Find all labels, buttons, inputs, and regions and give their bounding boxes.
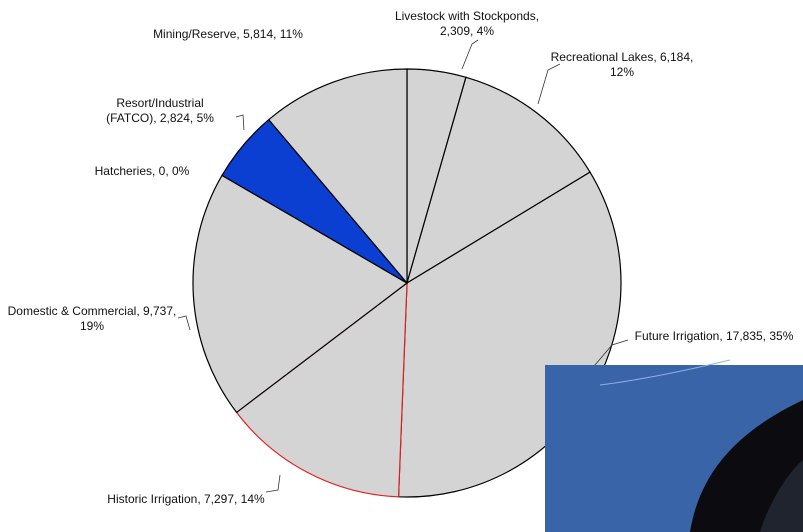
slice-label: Historic Irrigation, 7,297, 14% (107, 492, 265, 506)
slice-label: Livestock with Stockponds, 2,309, 4% (394, 9, 540, 38)
leader-line (177, 315, 191, 331)
slice-label: Mining/Reserve, 5,814, 11% (153, 27, 303, 41)
photo-overlay (545, 359, 803, 532)
leader-line (537, 63, 561, 105)
slice-label: Domestic & Commercial, 9,737, 19% (7, 304, 177, 333)
leader-line (265, 474, 281, 493)
slice-label: Resort/Industrial (FATCO), 2,824, 5% (106, 96, 214, 125)
slice-label: Hatcheries, 0, 0% (94, 164, 190, 178)
pie (192, 68, 622, 498)
slice-label: Recreational Lakes, 6,184, 12% (550, 50, 694, 79)
slice-label: Future Irrigation, 17,835, 35% (634, 329, 794, 343)
leader-line (235, 114, 245, 131)
leader-line (461, 39, 479, 70)
slice (267, 68, 408, 285)
slice (235, 281, 408, 498)
slice (406, 76, 591, 285)
slice (192, 174, 409, 414)
